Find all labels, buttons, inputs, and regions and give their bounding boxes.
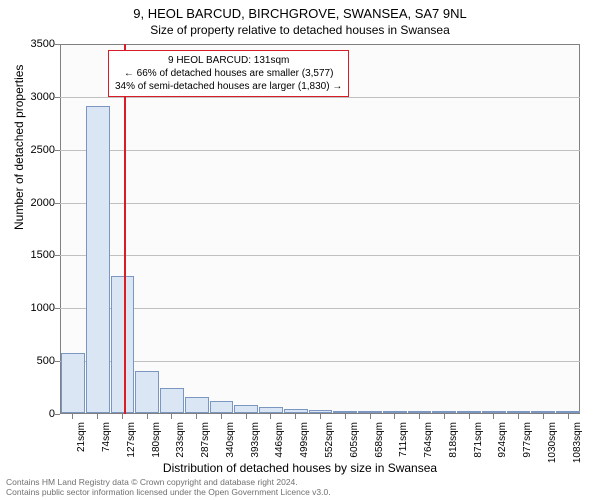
x-tick-label: 818sqm: [448, 422, 459, 458]
x-tick-mark: [469, 414, 470, 419]
y-tick-label: 3500: [15, 38, 55, 50]
grid-line: [60, 308, 580, 309]
x-tick-mark: [568, 414, 569, 419]
y-tick-mark: [55, 361, 60, 362]
histogram-bar: [61, 353, 85, 413]
grid-line: [60, 361, 580, 362]
x-tick-label: 287sqm: [200, 422, 211, 458]
histogram-bar: [531, 411, 555, 413]
histogram-bar: [210, 401, 234, 413]
histogram-bar: [383, 411, 407, 413]
x-tick-label: 340sqm: [225, 422, 236, 458]
histogram-bar: [309, 410, 333, 413]
footer-line: Contains public sector information licen…: [6, 487, 331, 497]
y-tick-label: 0: [15, 408, 55, 420]
y-tick-mark: [55, 255, 60, 256]
y-tick-mark: [55, 414, 60, 415]
chart-title-sub: Size of property relative to detached ho…: [0, 21, 600, 37]
x-tick-mark: [122, 414, 123, 419]
x-tick-label: 711sqm: [398, 422, 409, 457]
x-tick-mark: [97, 414, 98, 419]
x-tick-label: 233sqm: [175, 422, 186, 458]
x-tick-label: 977sqm: [522, 422, 533, 458]
grid-line: [60, 203, 580, 204]
grid-line: [60, 150, 580, 151]
y-tick-label: 3000: [15, 91, 55, 103]
histogram-bar: [284, 409, 308, 413]
x-tick-mark: [72, 414, 73, 419]
annotation-line: 34% of semi-detached houses are larger (…: [115, 80, 342, 93]
x-axis-label: Distribution of detached houses by size …: [0, 461, 600, 475]
x-tick-label: 127sqm: [126, 422, 137, 458]
chart-plot-area: 21sqm74sqm127sqm180sqm233sqm287sqm340sqm…: [60, 44, 580, 414]
x-tick-mark: [543, 414, 544, 419]
x-tick-mark: [246, 414, 247, 419]
x-tick-mark: [221, 414, 222, 419]
x-tick-mark: [394, 414, 395, 419]
histogram-bar: [135, 371, 159, 413]
y-tick-mark: [55, 150, 60, 151]
plot-background: [60, 44, 580, 414]
x-tick-mark: [270, 414, 271, 419]
histogram-bar: [556, 411, 580, 413]
histogram-bar: [507, 411, 531, 413]
y-tick-mark: [55, 44, 60, 45]
annotation-line: 9 HEOL BARCUD: 131sqm: [115, 54, 342, 67]
x-tick-mark: [518, 414, 519, 419]
x-tick-label: 871sqm: [473, 422, 484, 458]
x-tick-label: 658sqm: [374, 422, 385, 458]
chart-title-main: 9, HEOL BARCUD, BIRCHGROVE, SWANSEA, SA7…: [0, 0, 600, 21]
histogram-bar: [408, 411, 432, 413]
y-tick-label: 500: [15, 355, 55, 367]
x-tick-label: 393sqm: [250, 422, 261, 458]
footer-line: Contains HM Land Registry data © Crown c…: [6, 477, 331, 487]
x-tick-label: 180sqm: [151, 422, 162, 458]
histogram-bar: [333, 411, 357, 413]
x-tick-label: 21sqm: [76, 422, 87, 452]
x-tick-mark: [444, 414, 445, 419]
x-tick-mark: [370, 414, 371, 419]
x-tick-label: 764sqm: [423, 422, 434, 458]
x-tick-label: 924sqm: [497, 422, 508, 458]
annotation-box: 9 HEOL BARCUD: 131sqm ← 66% of detached …: [108, 50, 349, 97]
y-tick-label: 2000: [15, 197, 55, 209]
annotation-line: ← 66% of detached houses are smaller (3,…: [115, 67, 342, 80]
x-tick-label: 446sqm: [274, 422, 285, 458]
x-tick-label: 1030sqm: [547, 422, 558, 463]
histogram-bar: [234, 405, 258, 413]
x-tick-label: 605sqm: [349, 422, 360, 458]
histogram-bar: [482, 411, 506, 413]
x-tick-mark: [320, 414, 321, 419]
histogram-bar: [259, 407, 283, 413]
x-tick-label: 552sqm: [324, 422, 335, 458]
x-tick-label: 74sqm: [101, 422, 112, 452]
x-tick-mark: [171, 414, 172, 419]
x-tick-label: 1083sqm: [572, 422, 583, 463]
x-tick-mark: [295, 414, 296, 419]
x-tick-mark: [419, 414, 420, 419]
y-tick-mark: [55, 97, 60, 98]
grid-line: [60, 255, 580, 256]
histogram-bar: [160, 388, 184, 413]
histogram-bar: [358, 411, 382, 413]
histogram-bar: [457, 411, 481, 413]
y-tick-label: 1000: [15, 302, 55, 314]
y-tick-label: 1500: [15, 249, 55, 261]
y-tick-mark: [55, 308, 60, 309]
histogram-bar: [432, 411, 456, 413]
y-tick-mark: [55, 203, 60, 204]
x-tick-mark: [345, 414, 346, 419]
chart-container: 9, HEOL BARCUD, BIRCHGROVE, SWANSEA, SA7…: [0, 0, 600, 500]
x-tick-mark: [493, 414, 494, 419]
histogram-bar: [86, 106, 110, 413]
histogram-bar: [111, 276, 135, 413]
y-tick-label: 2500: [15, 144, 55, 156]
marker-line: [124, 44, 126, 414]
footer-text: Contains HM Land Registry data © Crown c…: [6, 477, 331, 497]
x-tick-label: 499sqm: [299, 422, 310, 458]
histogram-bar: [185, 397, 209, 413]
x-tick-mark: [147, 414, 148, 419]
x-tick-mark: [196, 414, 197, 419]
